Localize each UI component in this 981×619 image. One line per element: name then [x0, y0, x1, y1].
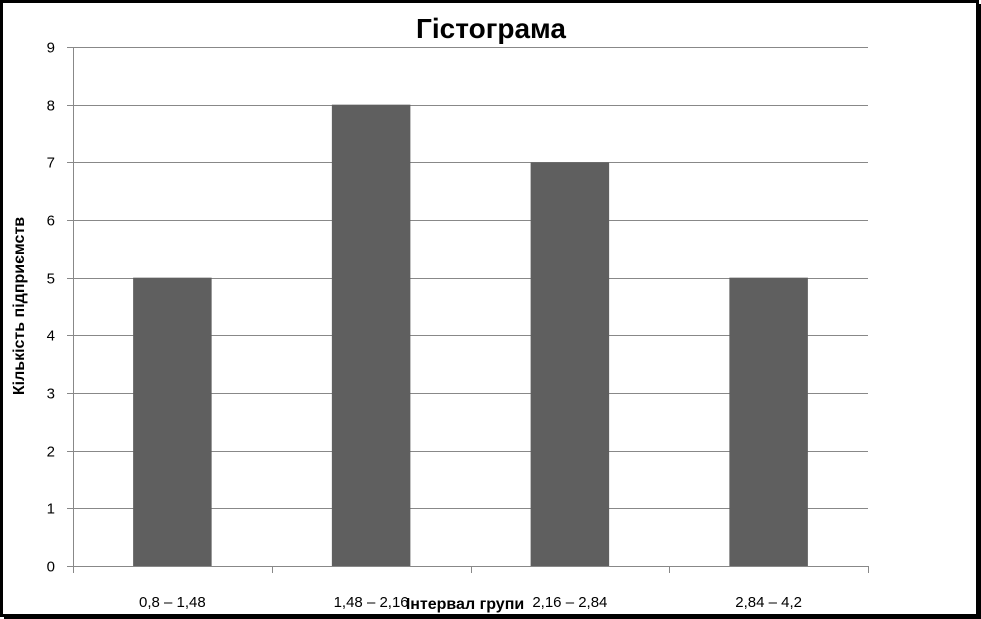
- bar: [331, 104, 411, 567]
- bar: [729, 277, 808, 566]
- bars: [133, 104, 808, 567]
- x-tick-label: 2,84 – 4,2: [735, 594, 802, 611]
- y-tick-label: 6: [47, 213, 55, 230]
- y-tick-label: 1: [47, 501, 55, 518]
- chart-title: Гістограма: [416, 13, 566, 44]
- y-tick-labels: 0 1 2 3 4 5 6 7 8 9: [47, 40, 55, 576]
- y-tick-label: 0: [47, 559, 55, 576]
- bar: [133, 277, 212, 566]
- x-axis-title: Інтервал групи: [406, 596, 524, 613]
- x-tick-label: 2,16 – 2,84: [532, 594, 607, 611]
- y-axis-title: Кількість підприємств: [11, 217, 28, 395]
- y-tick-label: 5: [47, 271, 55, 288]
- y-tick-label: 8: [47, 98, 55, 115]
- axes: [67, 47, 869, 573]
- y-tick-label: 4: [47, 328, 55, 345]
- bar: [530, 162, 610, 567]
- y-tick-label: 7: [47, 155, 55, 172]
- y-tick-label: 2: [47, 444, 55, 461]
- x-tick-labels: 0,8 – 1,48 1,48 – 2,16 2,16 – 2,84 2,84 – 4…: [139, 594, 802, 611]
- y-tick-label: 3: [47, 386, 55, 403]
- x-tick-label: 0,8 – 1,48: [139, 594, 206, 611]
- y-tick-label: 9: [47, 40, 55, 57]
- x-tick-label: 1,48 – 2,16: [334, 594, 409, 611]
